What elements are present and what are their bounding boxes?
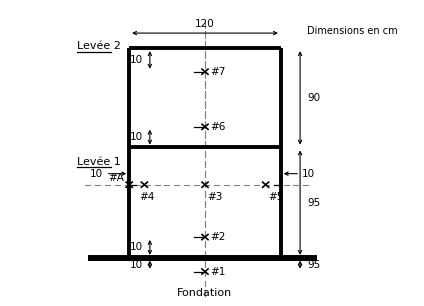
Text: Levée 2: Levée 2 bbox=[77, 41, 121, 51]
Text: 95: 95 bbox=[307, 259, 320, 270]
Text: Levée 1: Levée 1 bbox=[77, 157, 120, 167]
Text: Fondation: Fondation bbox=[177, 288, 233, 298]
Text: #A: #A bbox=[109, 173, 124, 183]
Text: 10: 10 bbox=[130, 55, 143, 65]
Text: 10: 10 bbox=[130, 132, 143, 142]
Text: #1: #1 bbox=[210, 267, 225, 277]
Text: #4: #4 bbox=[139, 192, 154, 202]
Text: 10: 10 bbox=[90, 169, 103, 179]
Text: 10: 10 bbox=[130, 259, 143, 270]
Text: #6: #6 bbox=[210, 122, 225, 132]
Text: #2: #2 bbox=[210, 232, 225, 242]
Text: 10: 10 bbox=[302, 169, 315, 179]
Text: 10: 10 bbox=[130, 242, 143, 252]
Text: 90: 90 bbox=[307, 93, 320, 103]
Text: #7: #7 bbox=[210, 67, 225, 77]
Text: Dimensions en cm: Dimensions en cm bbox=[307, 26, 398, 36]
Text: #3: #3 bbox=[207, 192, 223, 202]
Text: 95: 95 bbox=[307, 198, 320, 207]
Text: 120: 120 bbox=[195, 19, 215, 29]
Text: #5: #5 bbox=[268, 192, 284, 202]
